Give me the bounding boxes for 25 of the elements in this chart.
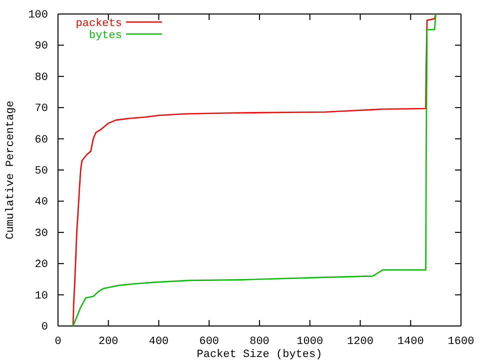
x-tick-label: 200	[98, 336, 118, 348]
y-tick-label: 60	[34, 134, 48, 146]
x-tick-label: 600	[199, 336, 220, 348]
legend-label: packets	[76, 18, 122, 30]
x-tick-label: 1600	[448, 336, 474, 348]
y-tick-label: 40	[34, 196, 48, 209]
x-axis-title: Packet Size (bytes)	[196, 349, 322, 360]
legend-label: bytes	[88, 30, 122, 42]
y-tick-label: 50	[34, 166, 48, 178]
y-tick-label: 100	[28, 10, 48, 22]
y-tick-label: 90	[34, 40, 48, 53]
line-series	[72, 13, 436, 327]
y-axis-title: Cumulative Percentage	[5, 100, 17, 240]
y-tick-label: 0	[41, 322, 48, 334]
x-tick-label: 0	[54, 336, 62, 348]
y-tick-label: 30	[34, 228, 48, 240]
y-tick-label: 80	[34, 72, 48, 84]
x-tick-label: 1400	[397, 336, 424, 348]
x-tick-label: 1000	[296, 336, 324, 348]
y-tick-label: 70	[34, 103, 48, 116]
x-tick-label: 1200	[347, 336, 374, 348]
y-tick-label: 10	[34, 290, 48, 302]
x-tick-label: 800	[250, 336, 270, 348]
x-tick-label: 400	[148, 336, 169, 348]
y-tick-label: 20	[34, 259, 48, 272]
